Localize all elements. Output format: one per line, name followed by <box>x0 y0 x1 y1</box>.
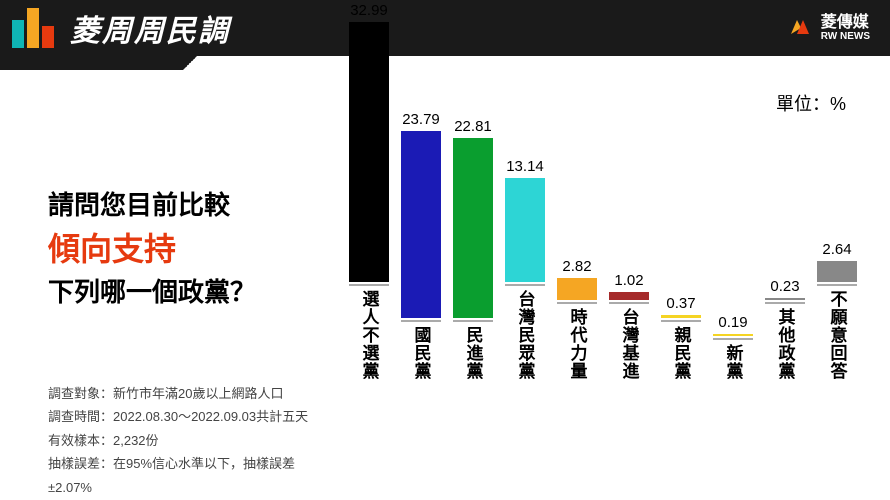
bar-item: 32.99 選人不選黨 <box>346 2 392 380</box>
bar-underline <box>609 302 649 304</box>
question-highlight: 傾向支持 <box>48 225 334 273</box>
bar-value: 22.81 <box>454 118 492 135</box>
bars-container: 32.99選人不選黨23.79國民黨22.81民進黨13.14台灣民眾黨2.82… <box>344 120 860 380</box>
bar-underline <box>765 302 805 304</box>
bar-underline <box>401 320 441 322</box>
bar-item: 1.02 台灣基進 <box>606 272 652 380</box>
bar-label: 國民黨 <box>409 326 434 380</box>
meta-error: 抽樣誤差：在95%信心水準以下，抽樣誤差±2.07% <box>48 452 334 499</box>
bar-underline <box>557 302 597 304</box>
bar-rect <box>349 22 389 282</box>
bar-rect <box>661 315 701 318</box>
bar-value: 2.64 <box>822 241 851 258</box>
bar-label: 民進黨 <box>461 326 486 380</box>
bar-underline <box>817 284 857 286</box>
bar-item: 2.64 不願意回答 <box>814 241 860 380</box>
bar-label: 選人不選黨 <box>357 290 382 380</box>
bar-rect <box>453 138 493 318</box>
left-panel: 請問您目前比較 傾向支持 下列哪一個政黨？ 調查對象：新竹市年滿20歲以上網路人… <box>48 86 334 500</box>
brand-logo-icon <box>785 14 813 42</box>
bar-value: 1.02 <box>614 272 643 289</box>
bar-value: 13.14 <box>506 158 544 175</box>
brand-name: 菱傳媒 <box>821 15 870 31</box>
logo-bars-icon <box>12 8 54 48</box>
bar-rect <box>401 131 441 318</box>
bar-label: 不願意回答 <box>825 290 850 380</box>
content-area: 請問您目前比較 傾向支持 下列哪一個政黨？ 調查對象：新竹市年滿20歲以上網路人… <box>0 56 890 500</box>
brand-block: 菱傳媒 RW NEWS <box>785 14 870 42</box>
brand-text-wrap: 菱傳媒 RW NEWS <box>821 15 870 42</box>
bar-label: 時代力量 <box>565 308 590 380</box>
header-title: 菱周周民調 <box>70 6 230 50</box>
bar-underline <box>661 320 701 322</box>
bar-item: 13.14 台灣民眾黨 <box>502 158 548 380</box>
question-line2: 下列哪一個政黨？ <box>48 273 334 312</box>
bar-chart: 單位：% 32.99選人不選黨23.79國民黨22.81民進黨13.14台灣民眾… <box>344 86 860 500</box>
bar-item: 0.37 親民黨 <box>658 295 704 380</box>
brand-subtitle: RW NEWS <box>821 31 870 42</box>
bar-underline <box>505 284 545 286</box>
question-line1: 請問您目前比較 <box>48 186 334 225</box>
bar-value: 2.82 <box>562 258 591 275</box>
bar-rect <box>713 334 753 336</box>
bar-rect <box>765 298 805 300</box>
bar-value: 32.99 <box>350 2 388 19</box>
bar-item: 22.81 民進黨 <box>450 118 496 380</box>
meta-sample: 有效樣本：2,232份 <box>48 429 334 452</box>
meta-target: 調查對象：新竹市年滿20歲以上網路人口 <box>48 382 334 405</box>
bar-underline <box>349 284 389 286</box>
poll-question: 請問您目前比較 傾向支持 下列哪一個政黨？ <box>48 186 334 312</box>
unit-label: 單位：% <box>776 90 846 116</box>
bar-item: 0.23 其他政黨 <box>762 278 808 380</box>
bar-label: 其他政黨 <box>773 308 798 380</box>
bar-label: 新黨 <box>721 344 746 380</box>
bar-value: 0.37 <box>666 295 695 312</box>
bar-value: 0.23 <box>770 278 799 295</box>
bar-rect <box>505 178 545 282</box>
meta-period: 調查時間：2022.08.30～2022.09.03共計五天 <box>48 405 334 428</box>
bar-label: 台灣基進 <box>617 308 642 380</box>
bar-label: 親民黨 <box>669 326 694 380</box>
bar-value: 0.19 <box>718 314 747 331</box>
survey-meta: 調查對象：新竹市年滿20歲以上網路人口 調查時間：2022.08.30～2022… <box>48 382 334 499</box>
bar-rect <box>609 292 649 300</box>
bar-rect <box>817 261 857 282</box>
bar-item: 0.19 新黨 <box>710 314 756 380</box>
bar-underline <box>713 338 753 340</box>
bar-underline <box>453 320 493 322</box>
bar-label: 台灣民眾黨 <box>513 290 538 380</box>
bar-item: 23.79 國民黨 <box>398 111 444 380</box>
bar-item: 2.82 時代力量 <box>554 258 600 380</box>
bar-rect <box>557 278 597 300</box>
header-bar: 菱周周民調 菱傳媒 RW NEWS <box>0 0 890 56</box>
bar-value: 23.79 <box>402 111 440 128</box>
